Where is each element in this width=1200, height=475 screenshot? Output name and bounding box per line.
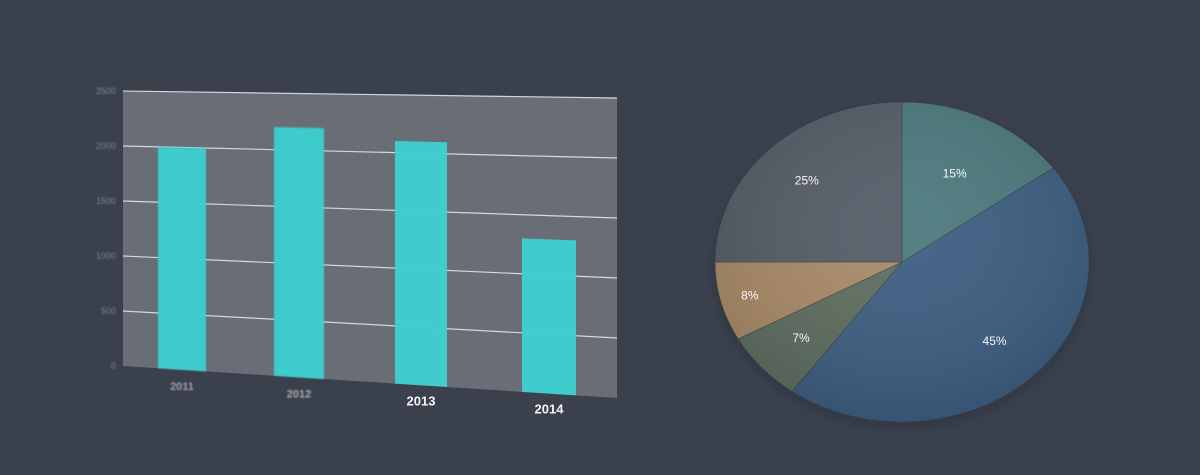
y-tick-label: 0 (111, 361, 116, 371)
bar-2011 (158, 146, 206, 372)
bar-2014 (522, 238, 576, 396)
x-tick-label-2014: 2014 (535, 402, 565, 417)
pie-label-7: 7% (792, 331, 810, 345)
pie-label-45: 45% (983, 334, 1007, 348)
x-tick-label-2012: 2012 (287, 388, 311, 400)
y-tick-label: 2500 (96, 86, 116, 96)
pie-label-15: 15% (943, 167, 967, 181)
y-tick-label: 1500 (96, 196, 116, 206)
bar-chart-panel (123, 91, 617, 398)
bar-2012 (274, 127, 324, 380)
pie-labels: 15% 45% 7% 8% 25% (741, 167, 1007, 349)
pie-label-8: 8% (741, 288, 759, 302)
y-tick-label: 2000 (96, 141, 116, 151)
gridline (122, 90, 618, 99)
bar-chart-x-ticks: 2011 2012 2013 2014 (170, 381, 564, 417)
x-tick-label-2011: 2011 (170, 381, 194, 393)
bar-chart-bars (158, 127, 576, 396)
bar-2013 (395, 141, 447, 387)
y-tick-label: 1000 (96, 251, 116, 261)
bar-chart: 0 500 1000 1500 2000 2500 2011 2012 2013 2014 (96, 86, 618, 417)
pie-label-25: 25% (795, 174, 819, 188)
y-tick-label: 500 (101, 306, 116, 316)
pie-chart: 15% 45% 7% 8% 25% (712, 101, 1092, 430)
bar-chart-y-ticks: 0 500 1000 1500 2000 2500 (96, 86, 116, 371)
x-tick-label-2013: 2013 (407, 393, 436, 408)
pie-slices (714, 101, 1090, 423)
